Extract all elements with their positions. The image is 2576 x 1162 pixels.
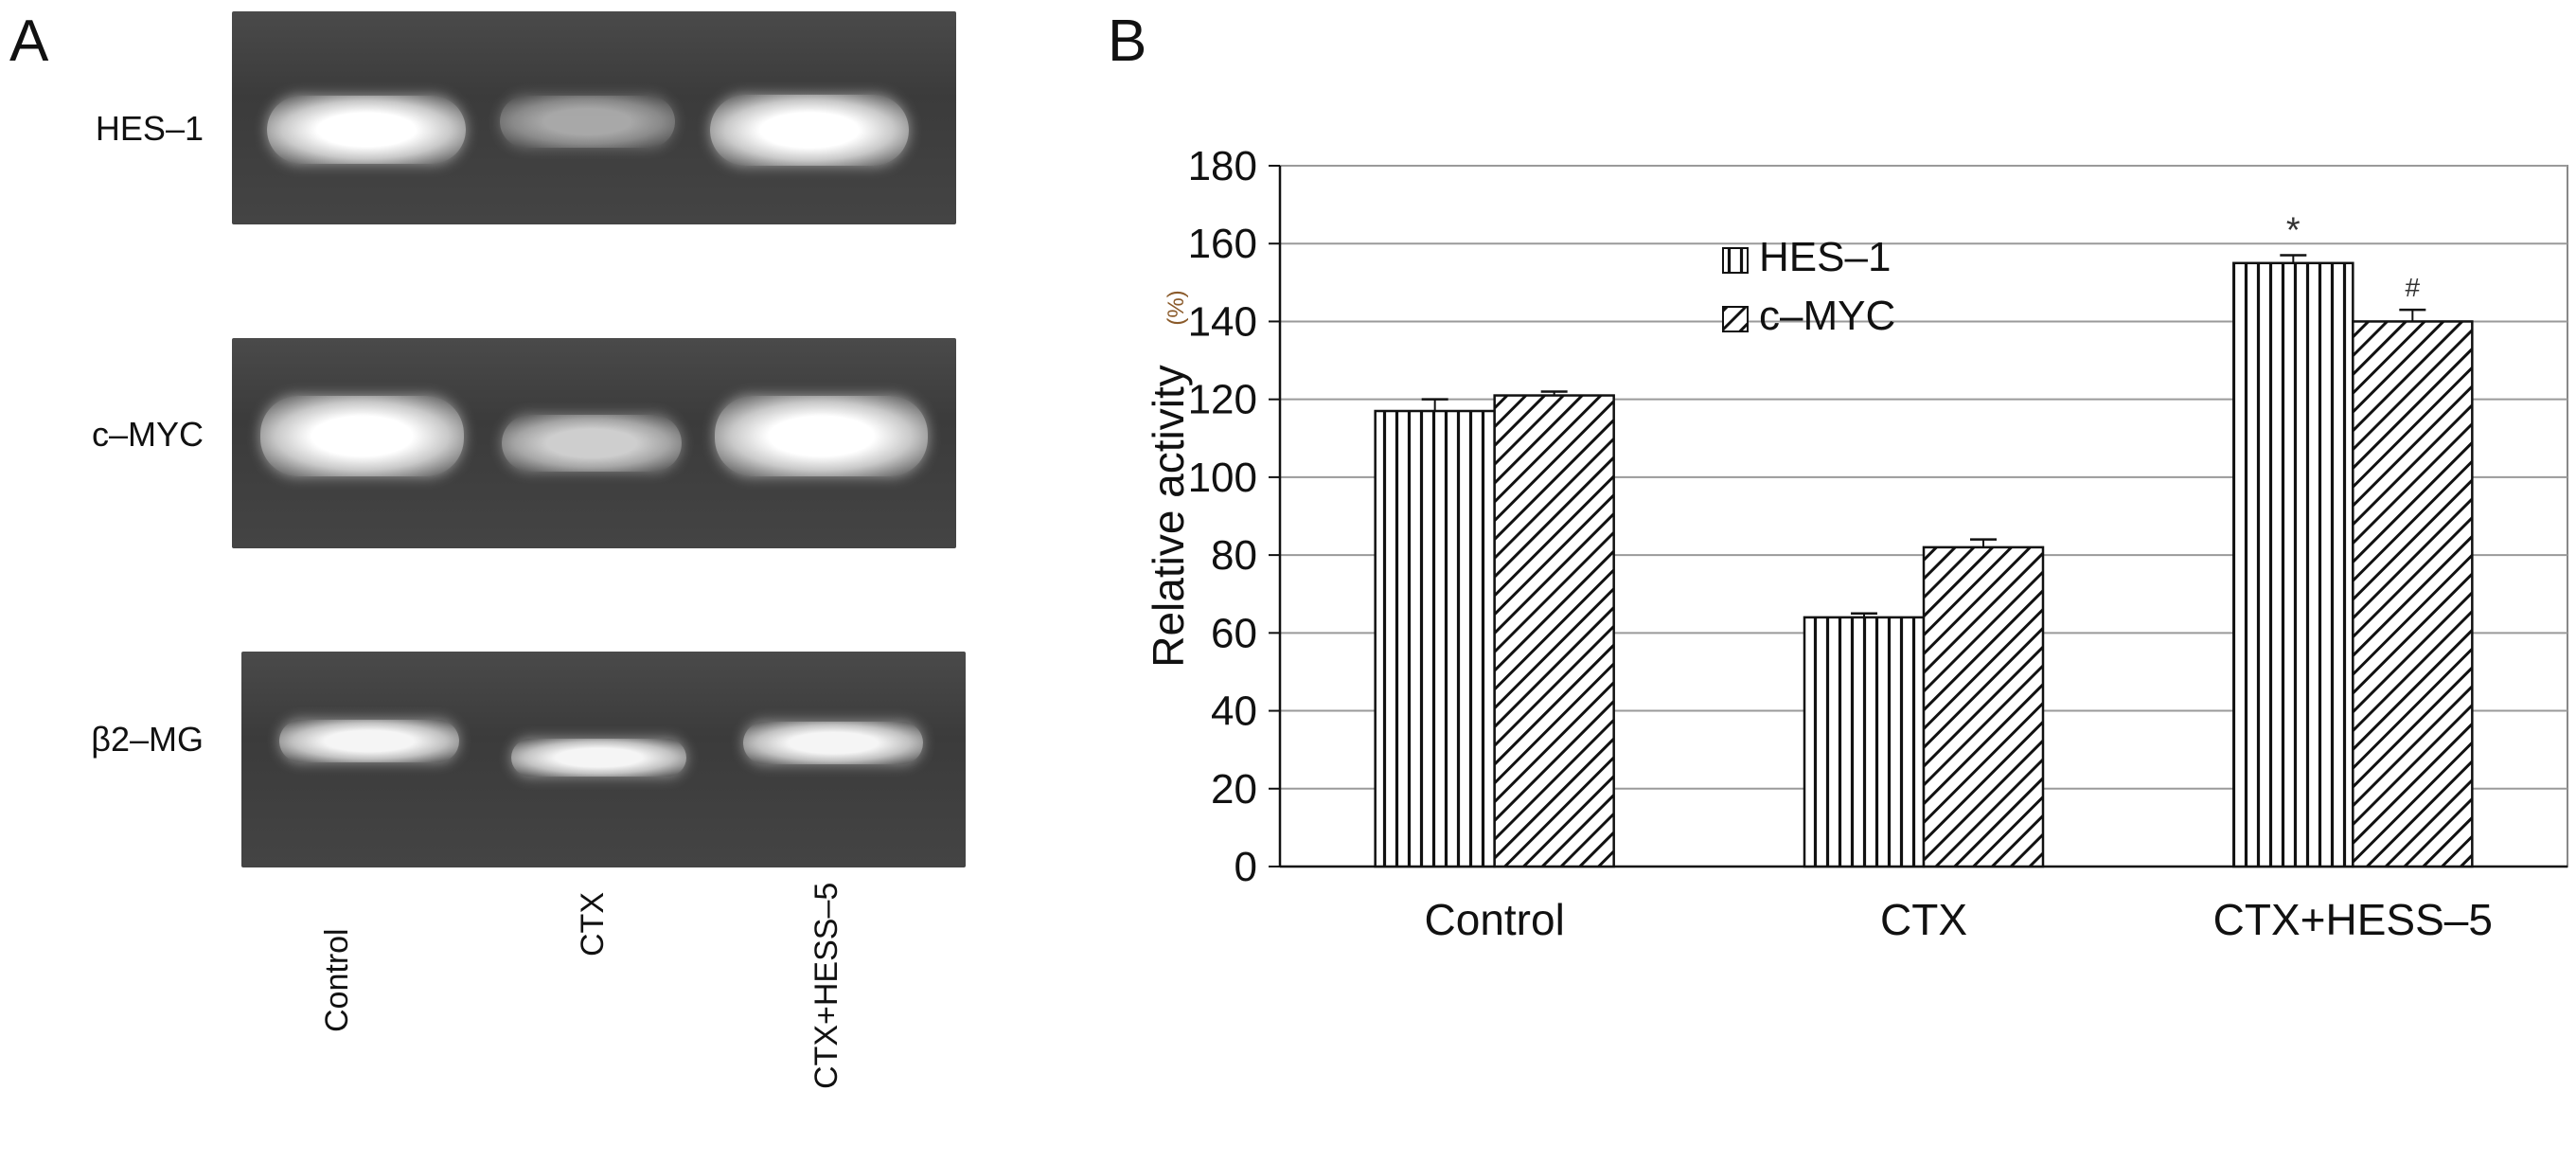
y-tick-label: 40 (1211, 688, 1257, 735)
legend-label: c–MYC (1759, 293, 1895, 339)
y-tick-label: 160 (1188, 221, 1257, 267)
gel-band (260, 395, 464, 476)
bar (2352, 320, 2474, 868)
x-tick-label: CTX (1880, 895, 1967, 944)
gene-label: c–MYC (91, 415, 204, 454)
y-tick-label: 140 (1188, 298, 1257, 345)
gel-band (502, 415, 682, 472)
gel-band (279, 719, 459, 762)
gel-band (710, 94, 909, 166)
y-tick-label: 100 (1188, 455, 1257, 501)
bar (1493, 394, 1615, 868)
legend-swatch (1722, 306, 1749, 332)
bar (2232, 261, 2354, 868)
y-axis-unit: (%) (1164, 290, 1189, 325)
y-tick-label: 80 (1211, 532, 1257, 579)
y-tick-label: 180 (1188, 143, 1257, 189)
legend-label: HES–1 (1759, 234, 1891, 280)
gel-band (500, 95, 675, 148)
panel-b-letter: B (1108, 9, 1147, 74)
gene-label: HES–1 (95, 109, 204, 148)
gel-band (743, 721, 923, 764)
gel-band (267, 96, 466, 164)
gel-band (511, 739, 686, 777)
bar (1803, 616, 1926, 868)
legend-swatch (1722, 247, 1749, 274)
y-tick-label: 20 (1211, 766, 1257, 813)
panel-a-letter: A (9, 9, 49, 74)
y-tick-label: 60 (1211, 610, 1257, 656)
significance-marker: * (2286, 211, 2301, 251)
gel-band (715, 395, 928, 476)
gene-label: β2–MG (91, 720, 204, 759)
bar (1374, 409, 1496, 868)
significance-marker: # (2406, 273, 2421, 302)
x-tick-label: Control (1425, 895, 1565, 944)
y-axis-label: Relative activity (1144, 365, 1193, 668)
bar (1922, 545, 2045, 868)
y-tick-label: 120 (1188, 377, 1257, 423)
x-tick-label: CTX+HESS–5 (2213, 895, 2493, 944)
y-tick-label: 0 (1235, 844, 1257, 890)
